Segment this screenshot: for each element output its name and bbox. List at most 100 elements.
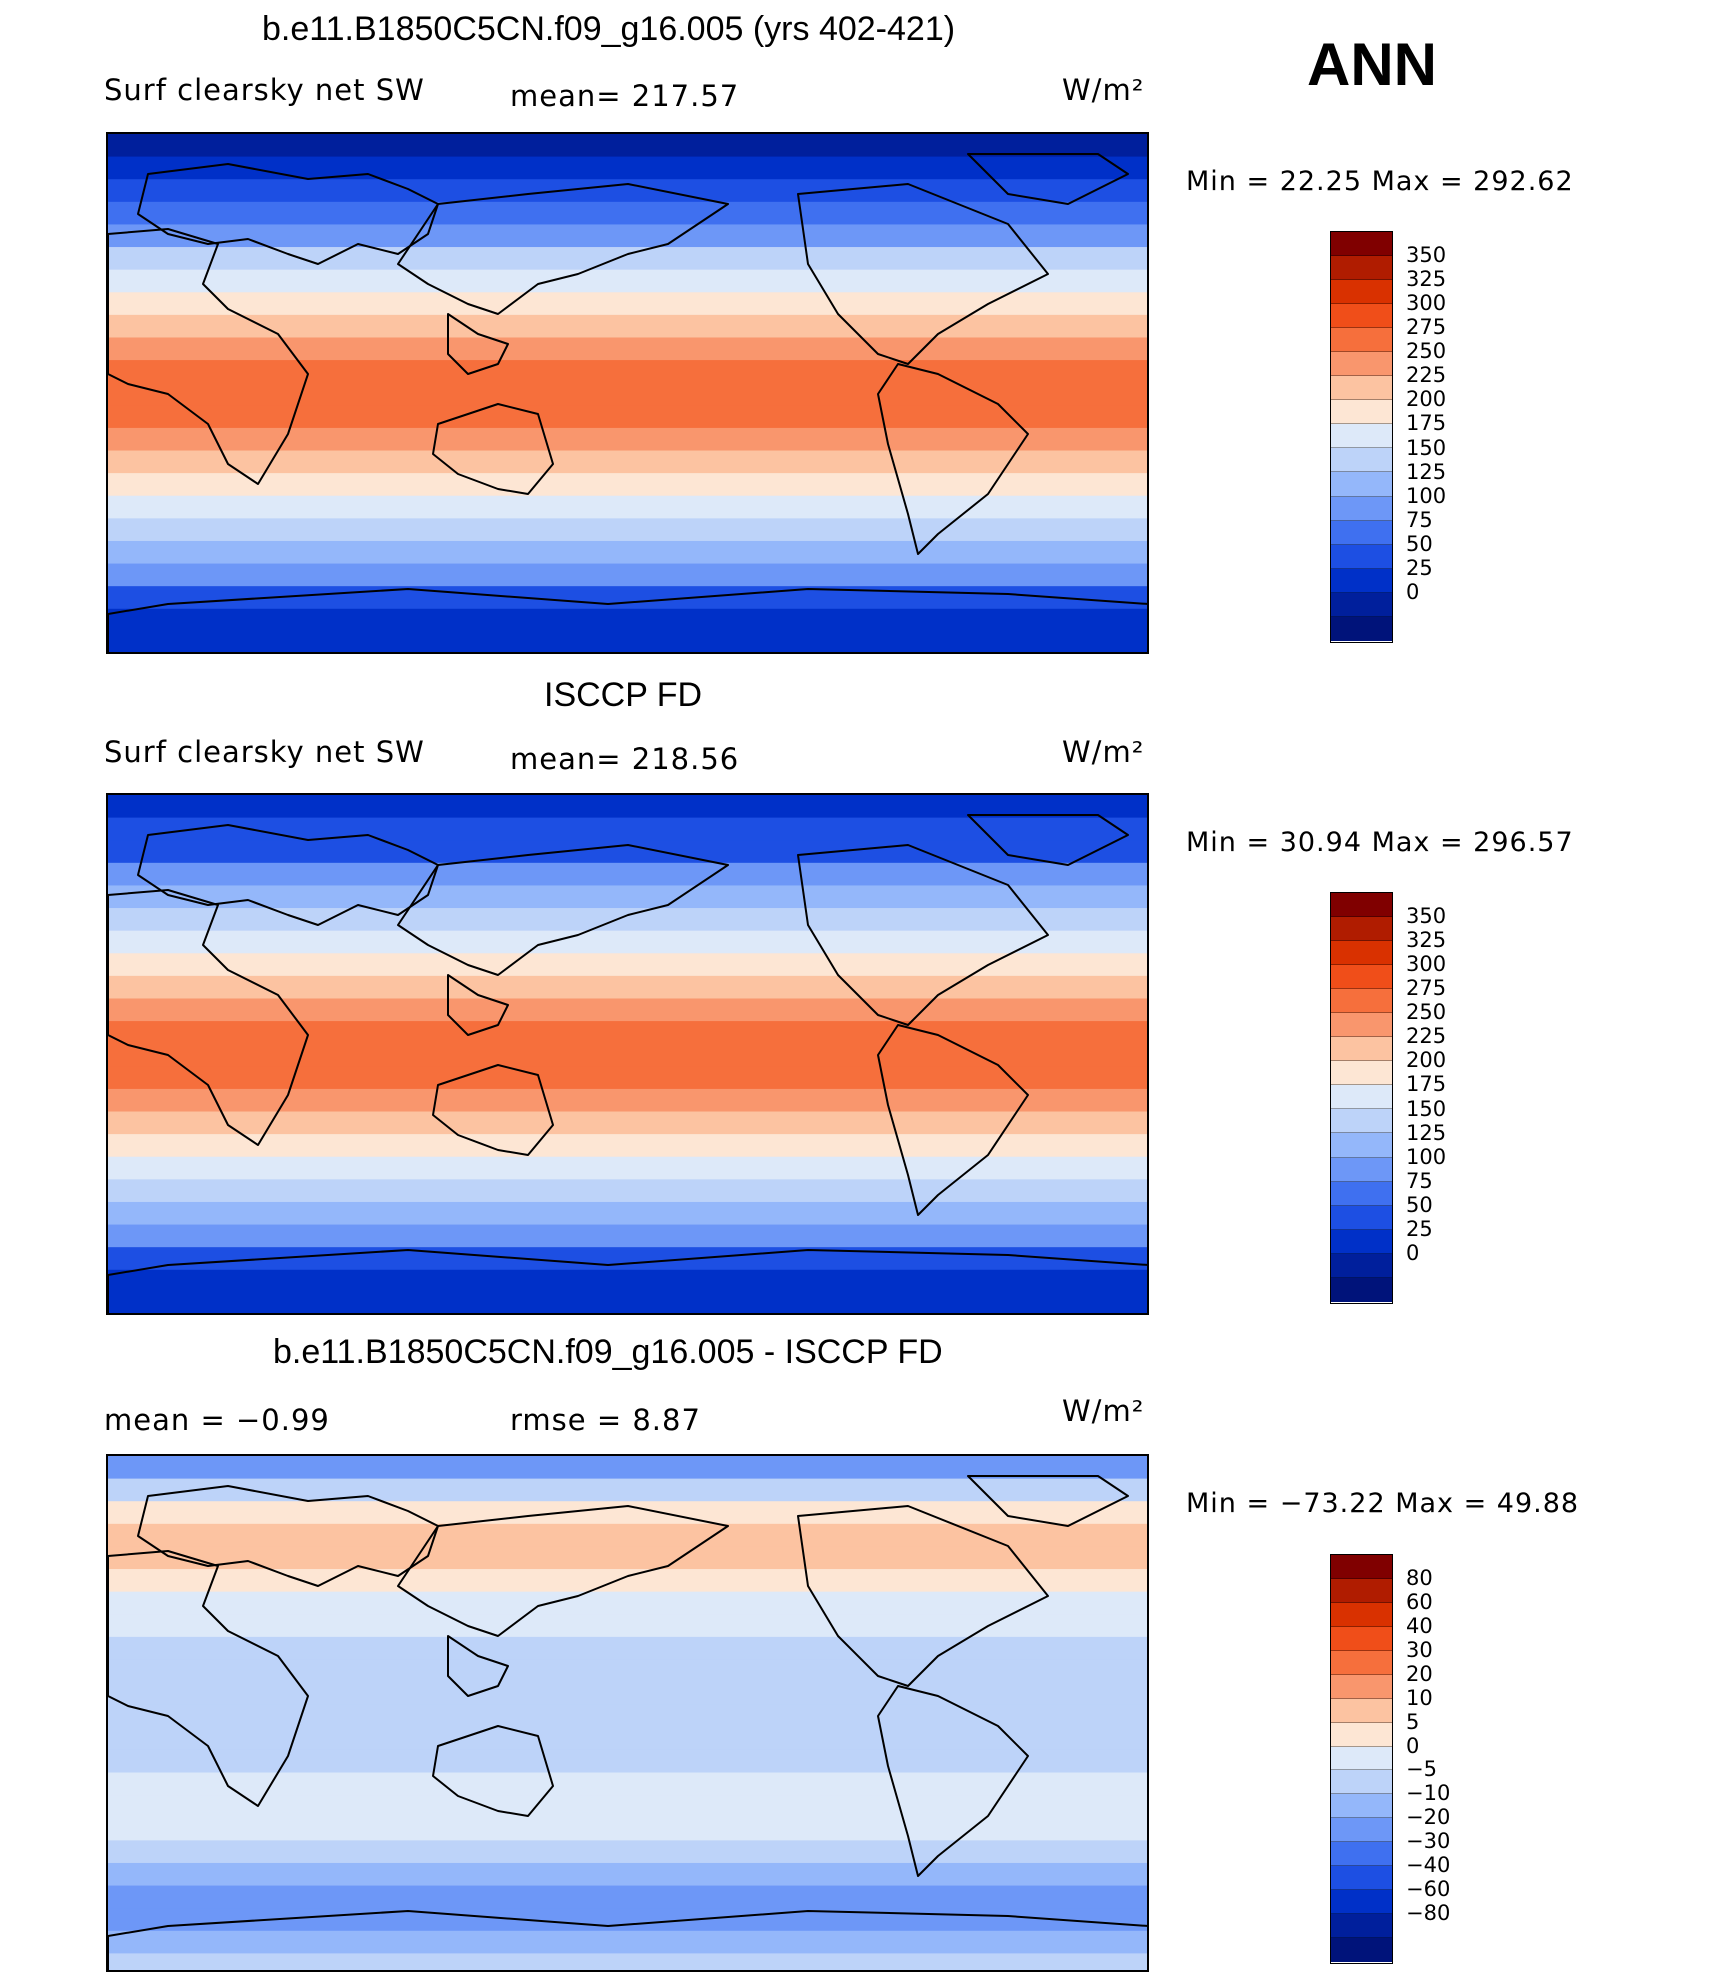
colorbar-tick-label: 30 <box>1406 1637 1433 1662</box>
zonal-band <box>108 1523 1147 1548</box>
colorbar-swatch <box>1331 1061 1392 1086</box>
colorbar-swatch <box>1331 965 1392 990</box>
colorbar-tick-label: 125 <box>1406 459 1447 484</box>
zonal-band <box>108 1749 1147 1774</box>
zonal-band <box>108 540 1147 565</box>
panel3-minmax: Min = −73.22 Max = 49.88 <box>1186 1488 1580 1519</box>
zonal-band <box>108 1704 1147 1729</box>
zonal-band <box>108 840 1147 864</box>
zonal-band <box>108 608 1147 633</box>
panel3-map <box>106 1454 1149 1972</box>
map-plot <box>108 134 1147 652</box>
zonal-band <box>108 862 1147 887</box>
colorbar-swatch <box>1331 616 1392 641</box>
panel2-title: ISCCP FD <box>544 676 703 714</box>
colorbar-swatch <box>1331 1914 1392 1938</box>
panel1-units: W/m² <box>1062 73 1145 107</box>
zonal-band <box>108 953 1147 977</box>
zonal-band <box>108 885 1147 910</box>
colorbar-swatch <box>1331 304 1392 329</box>
zonal-band <box>108 1111 1147 1136</box>
colorbar-swatch <box>1331 328 1392 353</box>
colorbar-swatch <box>1331 1253 1392 1278</box>
zonal-band <box>108 975 1147 1000</box>
panel2-variable: Surf clearsky net SW <box>104 735 425 769</box>
colorbar-tick-label: −30 <box>1406 1829 1451 1854</box>
colorbar-swatch <box>1331 941 1392 966</box>
colorbar-swatch <box>1331 1698 1392 1723</box>
colorbar-tick-label: 350 <box>1406 904 1447 929</box>
panel3-colorbar <box>1330 1554 1393 1964</box>
coastline <box>137 1485 439 1587</box>
zonal-band <box>108 382 1147 407</box>
zonal-band <box>108 1292 1147 1313</box>
coastline <box>397 183 729 315</box>
zonal-band <box>108 292 1147 316</box>
panel3-units: W/m² <box>1062 1394 1145 1428</box>
zonal-band <box>108 1546 1147 1571</box>
zonal-band <box>108 360 1147 384</box>
colorbar-swatch <box>1331 1157 1392 1182</box>
season-label: ANN <box>1307 31 1437 98</box>
zonal-band <box>108 1727 1147 1751</box>
colorbar-tick-label: 60 <box>1406 1589 1433 1614</box>
coastline <box>877 1685 1029 1877</box>
colorbar-swatch <box>1331 400 1392 425</box>
coastline <box>797 844 1049 1026</box>
colorbar-tick-label: −20 <box>1406 1805 1451 1830</box>
colorbar-swatch <box>1331 568 1392 593</box>
zonal-band <box>108 269 1147 294</box>
colorbar-tick-label: 100 <box>1406 483 1447 508</box>
colorbar-tick-label: 50 <box>1406 1192 1433 1217</box>
map-plot <box>108 795 1147 1313</box>
coastline <box>108 228 309 485</box>
colorbar-tick-label: 275 <box>1406 976 1447 1001</box>
colorbar-tick-label: 225 <box>1406 363 1447 388</box>
colorbar-tick-label: 175 <box>1406 1072 1447 1097</box>
zonal-band <box>108 1021 1147 1045</box>
colorbar-tick-label: 20 <box>1406 1661 1433 1686</box>
colorbar-swatch <box>1331 1890 1392 1915</box>
zonal-band <box>108 998 1147 1023</box>
coastline <box>432 1725 554 1817</box>
zonal-band <box>108 201 1147 226</box>
coastline <box>432 1064 554 1156</box>
colorbar-tick-label: 300 <box>1406 291 1447 316</box>
colorbar-tick-label: 325 <box>1406 928 1447 953</box>
coastline <box>967 814 1129 866</box>
map-plot <box>108 1456 1147 1970</box>
colorbar-swatch <box>1331 1037 1392 1062</box>
zonal-band <box>108 1862 1147 1887</box>
panel2-map <box>106 793 1149 1315</box>
zonal-band <box>108 495 1147 520</box>
zonal-band <box>108 1636 1147 1661</box>
coastline <box>137 163 439 265</box>
zonal-band <box>108 1953 1147 1970</box>
colorbar-swatch <box>1331 1013 1392 1038</box>
coastline <box>447 974 509 1036</box>
colorbar-swatch <box>1331 1818 1392 1843</box>
colorbar-tick-label: 200 <box>1406 387 1447 412</box>
colorbar-swatch <box>1331 280 1392 305</box>
zonal-band <box>108 1840 1147 1864</box>
panel3-mean: mean = −0.99 <box>104 1403 330 1437</box>
zonal-band <box>108 1682 1147 1706</box>
zonal-band <box>108 1501 1147 1525</box>
coastline <box>797 1505 1049 1687</box>
colorbar-tick-label: 150 <box>1406 435 1447 460</box>
zonal-band <box>108 1224 1147 1249</box>
colorbar-tick-label: 200 <box>1406 1048 1447 1073</box>
zonal-band <box>108 314 1147 339</box>
colorbar-tick-label: 175 <box>1406 411 1447 436</box>
colorbar-swatch <box>1331 1133 1392 1158</box>
colorbar-tick-label: 300 <box>1406 952 1447 977</box>
panel2-units: W/m² <box>1062 735 1145 769</box>
colorbar-swatch <box>1331 592 1392 617</box>
colorbar-swatch <box>1331 1674 1392 1699</box>
colorbar-swatch <box>1331 1555 1392 1579</box>
colorbar-swatch <box>1331 1205 1392 1230</box>
colorbar-swatch <box>1331 1085 1392 1110</box>
zonal-band <box>108 1569 1147 1593</box>
zonal-band <box>108 1885 1147 1910</box>
coastline <box>877 363 1029 555</box>
